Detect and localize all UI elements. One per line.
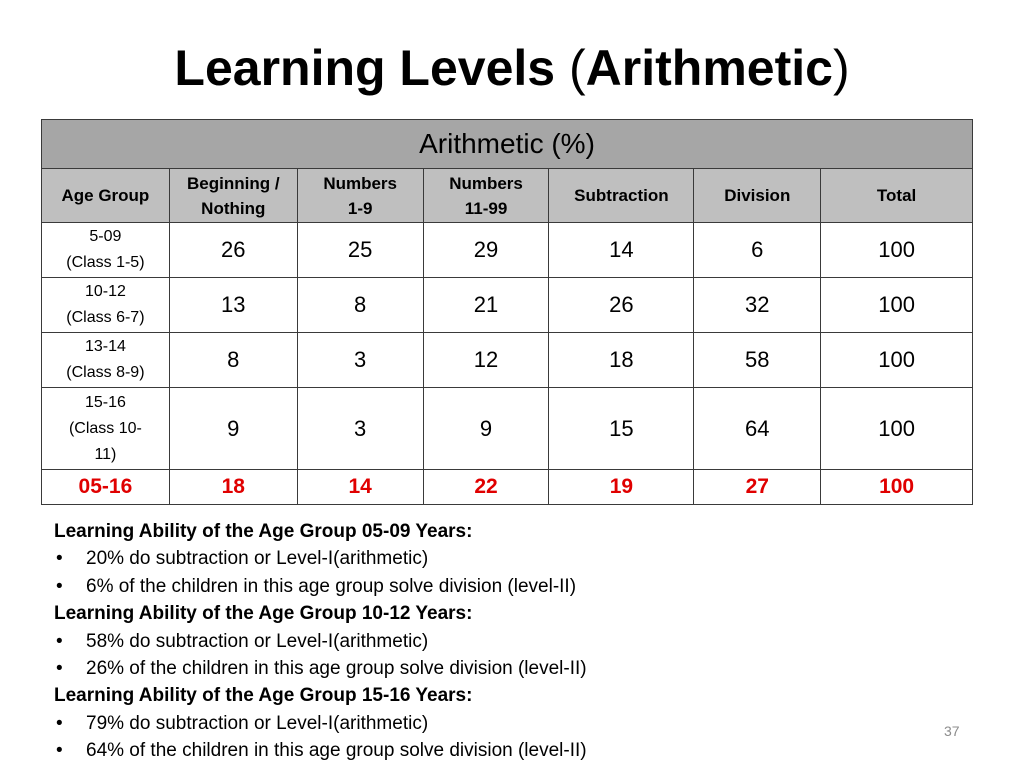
value-cell: 100 xyxy=(820,222,973,278)
value-cell: 26 xyxy=(168,222,298,278)
table-caption-row: Arithmetic (%) xyxy=(41,119,973,169)
column-header: Age Group xyxy=(41,168,170,223)
bullet-glyph: • xyxy=(56,658,63,680)
note-bullet-text: 26% of the children in this age group so… xyxy=(86,658,587,680)
total-value-cell: 100 xyxy=(820,469,973,505)
bullet-glyph: • xyxy=(56,575,63,597)
total-value-cell: 22 xyxy=(422,469,550,505)
age-group-line: (Class 8-9) xyxy=(66,364,145,381)
column-header-line: Numbers xyxy=(449,173,523,193)
column-header: Subtraction xyxy=(548,168,695,223)
value-cell: 9 xyxy=(422,387,550,470)
bullet-glyph: • xyxy=(56,548,63,570)
column-header-line: Subtraction xyxy=(574,186,669,205)
note-bullet-text: 58% do subtraction or Level-I(arithmetic… xyxy=(86,630,429,652)
note-heading: Learning Ability of the Age Group 05-09 … xyxy=(54,521,473,542)
note-bullet-text: 20% do subtraction or Level-I(arithmetic… xyxy=(86,548,429,570)
age-group-line: 5-09 xyxy=(89,228,122,245)
value-cell: 64 xyxy=(693,387,822,470)
slide-title: Learning Levels (Arithmetic) xyxy=(0,38,1024,98)
table-header-row: Age Group Beginning / Nothing Numbers 1-9 Num… xyxy=(41,168,973,223)
table-caption: Arithmetic (%) xyxy=(41,119,973,169)
total-value-cell: 18 xyxy=(168,469,298,505)
column-header-line: Beginning / xyxy=(187,173,280,193)
table-row: 13-14 (Class 8-9) 8 3 12 18 58 100 xyxy=(41,332,973,388)
note-heading: Learning Ability of the Age Group 10-12 … xyxy=(54,603,473,625)
note-heading: Learning Ability of the Age Group 15-16 … xyxy=(54,685,473,707)
column-header-line: Age Group xyxy=(61,186,150,205)
value-cell: 32 xyxy=(693,277,822,333)
age-group-cell: 13-14 (Class 8-9) xyxy=(41,332,170,388)
column-header-line: Division xyxy=(724,186,791,205)
value-cell: 12 xyxy=(422,332,550,388)
age-group-line: 10-12 xyxy=(84,283,126,300)
note-bullet: • 79% do subtraction or Level-I(arithmeti… xyxy=(54,710,954,737)
age-group-line: 13-14 xyxy=(84,338,126,355)
age-group-line: (Class 1-5) xyxy=(66,254,145,271)
value-cell: 8 xyxy=(168,332,298,388)
note-bullet: • 26% of the children in this age group s… xyxy=(54,655,954,682)
column-header-line: Numbers xyxy=(323,173,397,193)
column-header: Division xyxy=(693,168,822,223)
total-value-cell: 14 xyxy=(296,469,424,505)
age-group-line: 15-16 xyxy=(84,393,126,411)
title-paren-word: Arithmetic xyxy=(585,40,833,96)
note-bullet: • 64% of the children in this age group s… xyxy=(54,737,954,764)
note-bullet-text: 6% of the children in this age group sol… xyxy=(86,575,577,597)
bullet-glyph: • xyxy=(56,740,63,762)
arithmetic-table: Arithmetic (%) Age Group Beginning / Nothi… xyxy=(41,119,973,505)
value-cell: 21 xyxy=(422,277,550,333)
age-group-line: (Class 10- xyxy=(68,419,142,437)
column-header-line: Total xyxy=(876,186,917,205)
total-value-cell: 27 xyxy=(693,469,822,505)
title-paren-open: ( xyxy=(569,40,586,96)
notes-section: Learning Ability of the Age Group 05-09 … xyxy=(54,518,954,765)
value-cell: 13 xyxy=(168,277,298,333)
bullet-glyph: • xyxy=(56,712,63,734)
total-value-cell: 19 xyxy=(548,469,695,505)
age-group-line: 11) xyxy=(94,445,117,463)
value-cell: 3 xyxy=(296,332,424,388)
page-number: 37 xyxy=(944,723,960,739)
value-cell: 25 xyxy=(296,222,424,278)
value-cell: 58 xyxy=(693,332,822,388)
value-cell: 9 xyxy=(168,387,298,470)
value-cell: 6 xyxy=(693,222,822,278)
column-header-line: Nothing xyxy=(201,198,266,218)
age-group-cell: 5-09 (Class 1-5) xyxy=(41,222,170,278)
total-age-cell: 05-16 xyxy=(41,469,170,505)
column-header: Numbers 1-9 xyxy=(296,168,424,223)
age-group-cell: 15-16 (Class 10- 11) xyxy=(41,387,170,470)
table-row: 5-09 (Class 1-5) 26 25 29 14 6 100 xyxy=(41,222,973,278)
total-row: 05-16 18 14 22 19 27 100 xyxy=(41,469,973,505)
column-header: Beginning / Nothing xyxy=(168,168,298,223)
value-cell: 18 xyxy=(548,332,695,388)
value-cell: 29 xyxy=(422,222,550,278)
title-paren-close: ) xyxy=(832,40,850,96)
value-cell: 100 xyxy=(820,277,973,333)
value-cell: 100 xyxy=(820,332,973,388)
note-bullet: • 58% do subtraction or Level-I(arithmeti… xyxy=(54,628,954,655)
column-header-line: 1-9 xyxy=(347,198,373,218)
column-header: Numbers 11-99 xyxy=(422,168,550,223)
table-row: 15-16 (Class 10- 11) 9 3 9 15 64 100 xyxy=(41,387,973,470)
value-cell: 14 xyxy=(548,222,695,278)
title-main: Learning Levels xyxy=(174,40,556,96)
value-cell: 8 xyxy=(296,277,424,333)
table-row: 10-12 (Class 6-7) 13 8 21 26 32 100 xyxy=(41,277,973,333)
value-cell: 3 xyxy=(296,387,424,470)
value-cell: 100 xyxy=(820,387,973,470)
note-bullet-text: 79% do subtraction or Level-I(arithmetic… xyxy=(86,712,429,734)
note-bullet: • 6% of the children in this age group so… xyxy=(54,573,954,600)
column-header-line: 11-99 xyxy=(464,198,508,218)
age-group-line: (Class 6-7) xyxy=(66,309,145,326)
note-bullet-text: 64% of the children in this age group so… xyxy=(86,740,587,762)
note-bullet: • 20% do subtraction or Level-I(arithmeti… xyxy=(54,545,954,572)
age-group-cell: 10-12 (Class 6-7) xyxy=(41,277,170,333)
column-header: Total xyxy=(820,168,973,223)
bullet-glyph: • xyxy=(56,630,63,652)
value-cell: 26 xyxy=(548,277,695,333)
value-cell: 15 xyxy=(548,387,695,470)
